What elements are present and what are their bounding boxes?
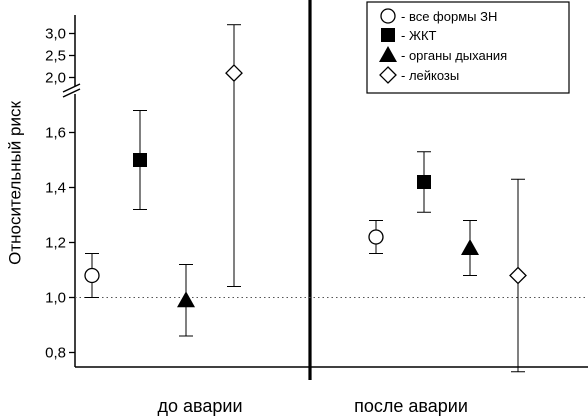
data-point xyxy=(461,239,479,255)
data-point xyxy=(84,267,100,284)
data-point xyxy=(133,153,147,167)
axis-break-mark xyxy=(62,88,81,98)
group-label-before: до аварии xyxy=(157,396,242,416)
legend-marker xyxy=(379,66,397,84)
y-tick-upper-label: 2,0 xyxy=(45,70,66,87)
legend-marker xyxy=(379,46,397,62)
y-tick-label: 1,4 xyxy=(45,180,66,197)
y-tick-upper-label: 2,5 xyxy=(45,48,66,65)
y-tick-label: 0,8 xyxy=(45,345,66,362)
y-tick-label: 1,2 xyxy=(45,235,66,252)
y-tick-upper-label: 3,0 xyxy=(45,26,66,43)
y-axis-label: Относительный риск xyxy=(5,101,24,265)
data-point xyxy=(417,175,431,189)
data-point xyxy=(177,291,195,308)
legend-item-leukemia: - лейкозы xyxy=(401,68,459,83)
legend-item-all-tumors: - все формы ЗН xyxy=(401,9,497,24)
legend-box xyxy=(366,1,570,94)
legend: - все формы ЗН - ЖКТ - органы дыхания - … xyxy=(366,1,570,94)
legend-item-gi: - ЖКТ xyxy=(401,28,437,43)
axes-layer: 0,8 1,0 1,2 1,4 1,6 2,0 2,5 3,0 xyxy=(45,0,588,380)
y-tick-label: 1,0 xyxy=(45,290,66,307)
y-tick-label: 1,6 xyxy=(45,125,66,142)
legend-marker xyxy=(381,28,395,42)
marks-layer xyxy=(84,24,527,373)
labels-layer: Относительный риск до аварии после авари… xyxy=(5,101,467,416)
data-point xyxy=(509,266,527,285)
legend-item-respiratory: - органы дыхания xyxy=(401,48,507,63)
axis-break-gap xyxy=(73,86,77,94)
data-point xyxy=(368,229,384,245)
legend-marker xyxy=(380,8,396,24)
group-label-after: после аварии xyxy=(354,396,468,416)
data-point xyxy=(225,64,243,83)
axis-break-mark xyxy=(62,83,81,93)
